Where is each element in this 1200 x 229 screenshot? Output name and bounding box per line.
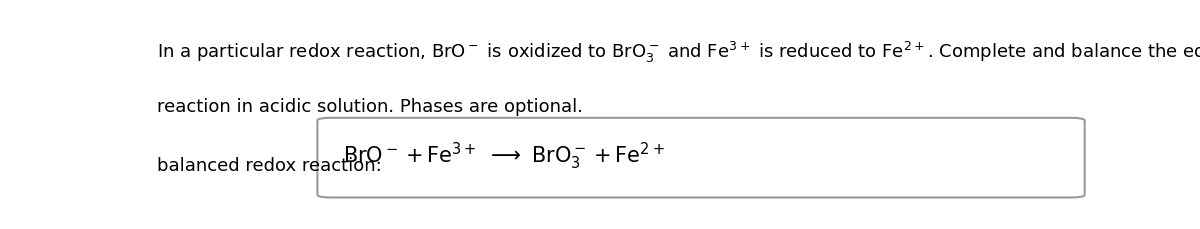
FancyBboxPatch shape bbox=[317, 118, 1085, 198]
Text: In a particular redox reaction, $\mathrm{BrO^-}$ is oxidized to $\mathrm{BrO_3^-: In a particular redox reaction, $\mathrm… bbox=[157, 40, 1200, 65]
Text: balanced redox reaction:: balanced redox reaction: bbox=[157, 156, 382, 174]
Text: $\mathrm{BrO^- + Fe^{3+}\ \longrightarrow\ BrO_3^- + Fe^{2+}}$: $\mathrm{BrO^- + Fe^{3+}\ \longrightarro… bbox=[343, 141, 665, 172]
Text: reaction in acidic solution. Phases are optional.: reaction in acidic solution. Phases are … bbox=[157, 98, 583, 116]
